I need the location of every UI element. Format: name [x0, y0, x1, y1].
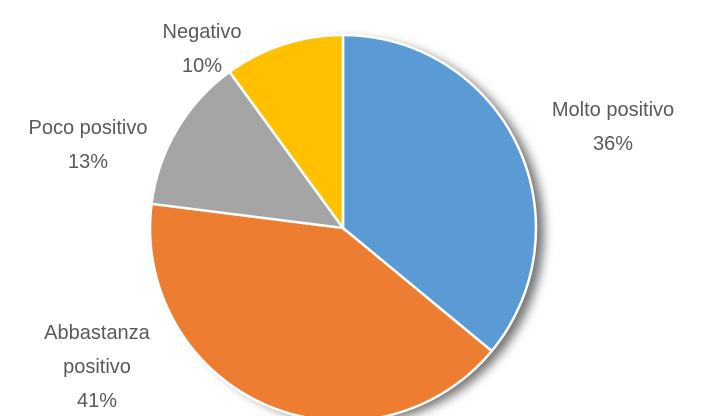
- value-label: 36%: [592, 133, 634, 155]
- slice-label: Abbastanza positivo 41%: [27, 316, 167, 416]
- pie-slice: [150, 70, 346, 230]
- pie-slice: [148, 202, 494, 416]
- category-label: Poco positivo: [28, 117, 148, 139]
- slice-label: Molto positivo 36%: [513, 93, 706, 161]
- pie-slice: [341, 33, 538, 353]
- category-label: Negativo: [162, 21, 242, 43]
- category-label: Molto positivo: [551, 99, 675, 121]
- slice-label: Negativo 10%: [142, 15, 262, 83]
- value-label: 41%: [76, 390, 118, 412]
- pie-slice: [227, 33, 345, 232]
- category-label: Abbastanza positivo: [44, 322, 150, 378]
- value-label: 13%: [67, 151, 109, 173]
- slice-label: Poco positivo 13%: [0, 111, 178, 179]
- value-label: 10%: [181, 55, 223, 77]
